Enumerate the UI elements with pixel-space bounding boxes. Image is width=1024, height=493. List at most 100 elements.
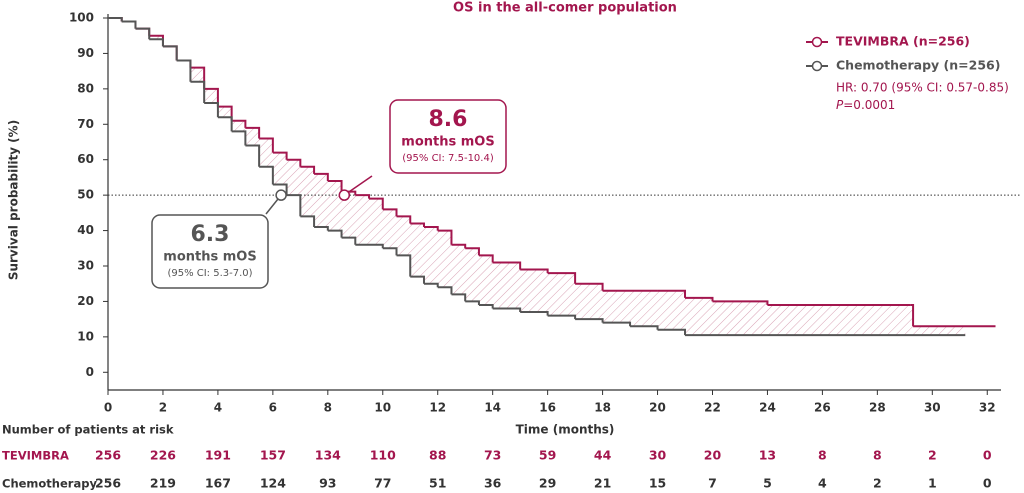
risk-count: 20 <box>704 448 722 463</box>
callout-value: 6.3 <box>191 222 230 247</box>
survival-step <box>327 229 343 238</box>
survival-step <box>396 254 412 277</box>
risk-table-title: Number of patients at risk <box>2 423 174 437</box>
risk-count: 44 <box>594 448 612 463</box>
survival-step <box>135 27 151 36</box>
survival-step <box>410 222 425 228</box>
survival-step <box>217 105 233 121</box>
risk-count: 8 <box>818 448 827 463</box>
survival-step <box>121 20 137 29</box>
p-value: P=0.0001 <box>836 98 895 112</box>
survival-step <box>910 303 915 327</box>
y-tick-label: 80 <box>77 81 94 95</box>
survival-step <box>369 197 384 210</box>
risk-row-label: Chemotherapy <box>2 477 97 491</box>
survival-step <box>300 215 316 228</box>
survival-step <box>176 59 192 82</box>
risk-count: 1 <box>928 476 937 491</box>
survival-step <box>355 194 371 199</box>
risk-count: 15 <box>649 476 666 491</box>
survival-step <box>176 59 192 68</box>
legend-label: Chemotherapy (n=256) <box>836 58 1000 73</box>
survival-step <box>657 328 687 336</box>
survival-step <box>327 179 343 192</box>
x-tick-label: 22 <box>704 401 721 415</box>
x-tick-label: 12 <box>429 401 446 415</box>
legend-marker <box>811 36 823 48</box>
x-tick-label: 6 <box>269 401 277 415</box>
survival-step <box>231 119 247 128</box>
risk-count: 110 <box>370 448 396 463</box>
y-tick-label: 0 <box>86 365 94 379</box>
risk-count: 77 <box>374 476 391 491</box>
median-marker <box>275 189 287 201</box>
x-tick-label: 32 <box>979 401 996 415</box>
y-tick-label: 30 <box>77 259 94 273</box>
survival-step <box>314 226 329 231</box>
x-axis-label: Time (months) <box>516 423 615 437</box>
legend-label: TEVIMBRA (n=256) <box>836 34 970 49</box>
survival-step <box>712 300 769 305</box>
survival-step <box>121 20 137 29</box>
y-tick-label: 60 <box>77 152 94 166</box>
p-symbol: P <box>836 98 844 112</box>
y-tick-label: 70 <box>77 117 94 131</box>
survival-step <box>259 165 274 185</box>
risk-count: 59 <box>539 448 556 463</box>
x-tick-label: 30 <box>924 401 941 415</box>
risk-count: 21 <box>594 476 611 491</box>
survival-step <box>520 311 549 316</box>
survival-step <box>478 303 494 309</box>
y-tick-label: 40 <box>77 223 94 237</box>
callout-box <box>151 214 269 289</box>
survival-step <box>204 87 219 107</box>
risk-count: 2 <box>928 448 937 463</box>
survival-step <box>286 158 302 167</box>
risk-count: 191 <box>205 448 231 463</box>
survival-step <box>382 208 398 217</box>
survival-step <box>396 215 412 224</box>
x-tick-label: 28 <box>869 401 886 415</box>
survival-step <box>245 144 261 167</box>
survival-step <box>685 296 714 302</box>
callout-box <box>389 99 507 174</box>
risk-count: 73 <box>484 448 501 463</box>
survival-step <box>149 38 164 47</box>
x-tick-label: 4 <box>214 401 222 415</box>
x-tick-label: 10 <box>374 401 391 415</box>
survival-step <box>245 126 261 139</box>
x-tick-label: 18 <box>594 401 611 415</box>
x-tick-label: 0 <box>104 401 112 415</box>
survival-step <box>162 45 178 61</box>
survival-step <box>437 229 453 245</box>
survival-step <box>217 116 233 132</box>
risk-count: 29 <box>539 476 556 491</box>
risk-count: 256 <box>95 476 121 491</box>
legend-marker <box>811 60 823 72</box>
callout-text: months mOS <box>401 135 494 150</box>
y-tick-label: 50 <box>77 188 94 202</box>
risk-count: 13 <box>759 448 776 463</box>
survival-step <box>492 261 522 270</box>
risk-count: 93 <box>319 476 336 491</box>
survival-step <box>231 130 247 146</box>
x-tick-label: 16 <box>539 401 556 415</box>
risk-count: 36 <box>484 476 502 491</box>
risk-count: 7 <box>708 476 717 491</box>
median-marker <box>338 189 351 201</box>
survival-step <box>575 282 604 291</box>
survival-step <box>300 165 316 174</box>
survival-step <box>410 275 425 284</box>
y-tick-label: 20 <box>77 294 94 308</box>
risk-count: 226 <box>150 448 176 463</box>
survival-step <box>602 321 632 327</box>
risk-count: 4 <box>818 476 827 491</box>
survival-step <box>382 247 398 256</box>
survival-step <box>135 27 151 40</box>
callout-ci: (95% CI: 7.5-10.4) <box>402 153 494 164</box>
survival-step <box>162 45 178 61</box>
risk-count: 88 <box>429 448 446 463</box>
survival-step <box>547 314 577 320</box>
risk-count: 124 <box>260 476 286 491</box>
